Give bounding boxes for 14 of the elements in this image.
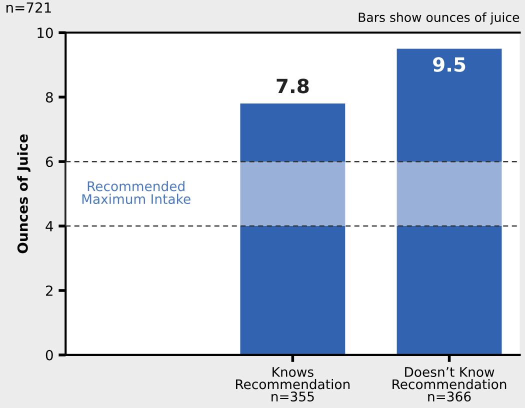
x-tick-label: Doesn’t Know Recommendation n=366	[392, 367, 506, 402]
text: Bars show ounces of juice	[358, 12, 520, 24]
chart-title: n=721	[6, 2, 51, 13]
y-tick-label: 0	[46, 350, 53, 360]
data-label: 9.5	[433, 57, 466, 72]
y-axis-title: Ounces of Juice	[17, 134, 30, 254]
y-tick-label: 6	[46, 156, 53, 168]
y-tick-label: 10	[38, 28, 53, 38]
data-label: 7.8	[276, 78, 309, 94]
y-tick-label: 2	[46, 285, 52, 296]
y-tick-label: 8	[46, 92, 53, 103]
x-tick-label: Knows Recommendation n=355	[236, 367, 350, 402]
y-tick-label: 4	[46, 221, 54, 232]
band-label: Recommended Maximum Intake	[82, 181, 190, 204]
